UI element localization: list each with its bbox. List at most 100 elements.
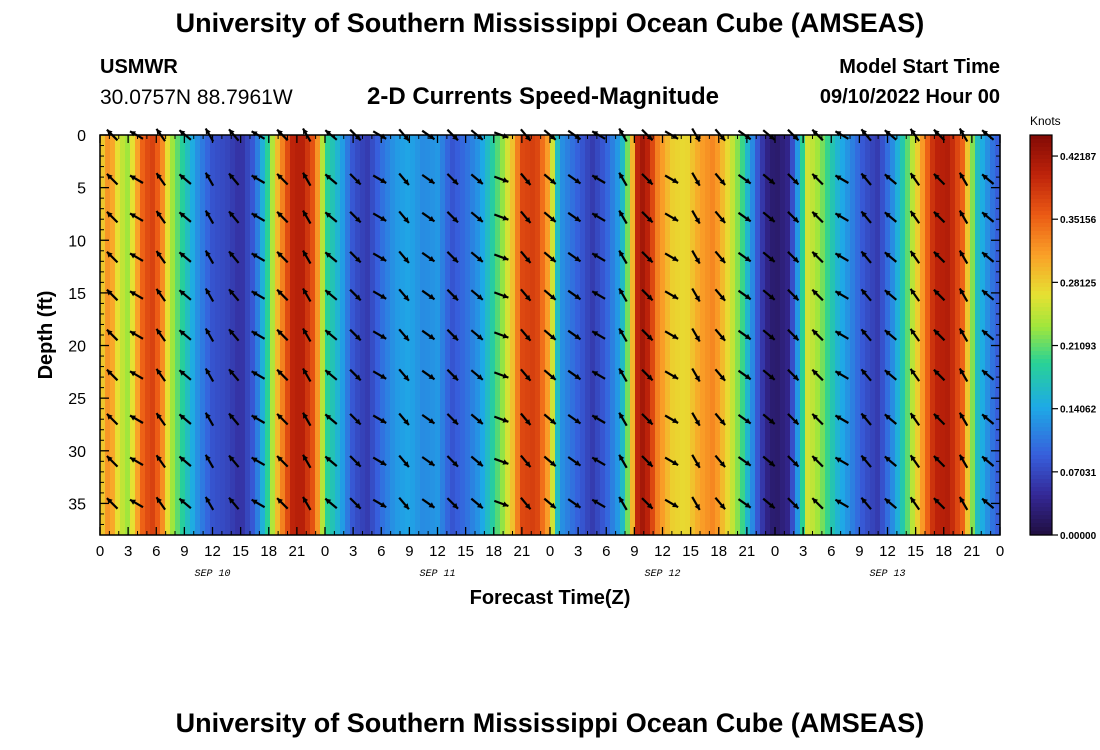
current-arrow bbox=[958, 210, 969, 225]
heatmap-cell bbox=[585, 135, 591, 535]
current-arrow bbox=[787, 368, 800, 382]
current-arrow bbox=[228, 412, 240, 426]
current-arrow bbox=[228, 250, 240, 264]
current-arrow bbox=[470, 413, 484, 425]
x-tick-label: 6 bbox=[377, 543, 385, 560]
current-arrow bbox=[372, 370, 387, 380]
current-arrow bbox=[618, 367, 628, 383]
arrow-head bbox=[106, 329, 113, 336]
arrow-head bbox=[719, 503, 726, 510]
arrow-head bbox=[592, 499, 599, 505]
y-tick-label: 35 bbox=[68, 496, 86, 513]
arrow-head bbox=[646, 334, 653, 341]
current-arrow bbox=[493, 499, 509, 508]
date-label: SEP 13 bbox=[869, 569, 905, 580]
arrow-head bbox=[524, 374, 531, 381]
current-arrow bbox=[860, 496, 872, 510]
heatmap-cell bbox=[880, 135, 886, 535]
current-arrow bbox=[641, 288, 654, 302]
current-arrow bbox=[446, 368, 459, 382]
heatmap-cell bbox=[845, 135, 851, 535]
colorbar-segment bbox=[1030, 495, 1052, 500]
arrow-head bbox=[744, 256, 751, 262]
heatmap-cell bbox=[805, 135, 811, 535]
colorbar-segment bbox=[1030, 355, 1052, 360]
heatmap-cell bbox=[105, 135, 111, 535]
arrow-head bbox=[303, 412, 309, 419]
arrow-head bbox=[380, 333, 387, 339]
arrow-head bbox=[744, 418, 751, 424]
current-arrow bbox=[204, 412, 215, 427]
heatmap-cell bbox=[150, 135, 156, 535]
current-arrow bbox=[762, 413, 776, 425]
heatmap-cell bbox=[285, 135, 291, 535]
arrow-head bbox=[325, 252, 332, 258]
arrow-head bbox=[619, 496, 625, 503]
arrow-head bbox=[959, 128, 965, 135]
current-arrow bbox=[618, 412, 628, 427]
current-arrow bbox=[933, 368, 946, 382]
arrow-head bbox=[428, 133, 435, 140]
current-arrow bbox=[811, 211, 824, 224]
arrow-head bbox=[719, 217, 726, 223]
arrow-head bbox=[452, 418, 458, 425]
arrow-head bbox=[251, 415, 258, 421]
heatmap-cell bbox=[900, 135, 906, 535]
heatmap-cell bbox=[780, 135, 786, 535]
current-arrow bbox=[228, 288, 240, 302]
arrow-head bbox=[982, 456, 988, 463]
arrow-head bbox=[428, 216, 435, 222]
current-arrow bbox=[884, 455, 898, 467]
colorbar-segment bbox=[1030, 323, 1052, 328]
arrow-head bbox=[428, 460, 435, 466]
heatmap-cell bbox=[685, 135, 691, 535]
current-arrow bbox=[178, 497, 192, 510]
heatmap-cell bbox=[455, 135, 461, 535]
arrow-head bbox=[251, 457, 258, 463]
heatmap-cell bbox=[990, 135, 996, 535]
arrow-head bbox=[106, 369, 113, 376]
heatmap-cell bbox=[695, 135, 701, 535]
colorbar-segment bbox=[1030, 339, 1052, 344]
current-arrow bbox=[909, 328, 921, 342]
arrow-head bbox=[179, 212, 186, 218]
arrow-head bbox=[476, 134, 483, 140]
heatmap-cell bbox=[115, 135, 121, 535]
current-arrow bbox=[884, 369, 898, 381]
heatmap-cell bbox=[640, 135, 646, 535]
arrow-head bbox=[325, 290, 332, 296]
current-arrow bbox=[691, 327, 701, 343]
arrow-head bbox=[229, 329, 235, 336]
arrow-head bbox=[592, 213, 599, 219]
arrow-head bbox=[277, 289, 283, 296]
arrow-head bbox=[982, 130, 988, 136]
arrow-head bbox=[910, 288, 916, 295]
arrow-head bbox=[959, 496, 965, 503]
colorbar-segment bbox=[1030, 471, 1052, 476]
arrow-head bbox=[933, 129, 940, 136]
current-arrow bbox=[520, 328, 532, 342]
arrow-head bbox=[694, 503, 700, 510]
current-arrow bbox=[762, 329, 776, 341]
current-arrow bbox=[591, 212, 606, 222]
arrow-head bbox=[156, 455, 162, 462]
colorbar-segment bbox=[1030, 139, 1052, 144]
current-arrow bbox=[349, 497, 362, 510]
current-arrow bbox=[787, 251, 800, 264]
current-arrow bbox=[762, 497, 776, 510]
colorbar-segment bbox=[1030, 291, 1052, 296]
current-arrow bbox=[372, 456, 387, 467]
arrow-head bbox=[179, 370, 186, 376]
current-arrow bbox=[493, 415, 509, 423]
colorbar-segment bbox=[1030, 295, 1052, 300]
arrow-head bbox=[428, 418, 435, 424]
heatmap-cell bbox=[365, 135, 371, 535]
current-arrow bbox=[204, 287, 215, 303]
current-arrow bbox=[958, 250, 969, 265]
colorbar-segment bbox=[1030, 251, 1052, 256]
colorbar-segment bbox=[1030, 275, 1052, 280]
arrow-head bbox=[251, 131, 258, 137]
arrow-head bbox=[768, 216, 775, 222]
y-tick-label: 15 bbox=[68, 286, 86, 303]
current-arrow bbox=[276, 251, 289, 264]
